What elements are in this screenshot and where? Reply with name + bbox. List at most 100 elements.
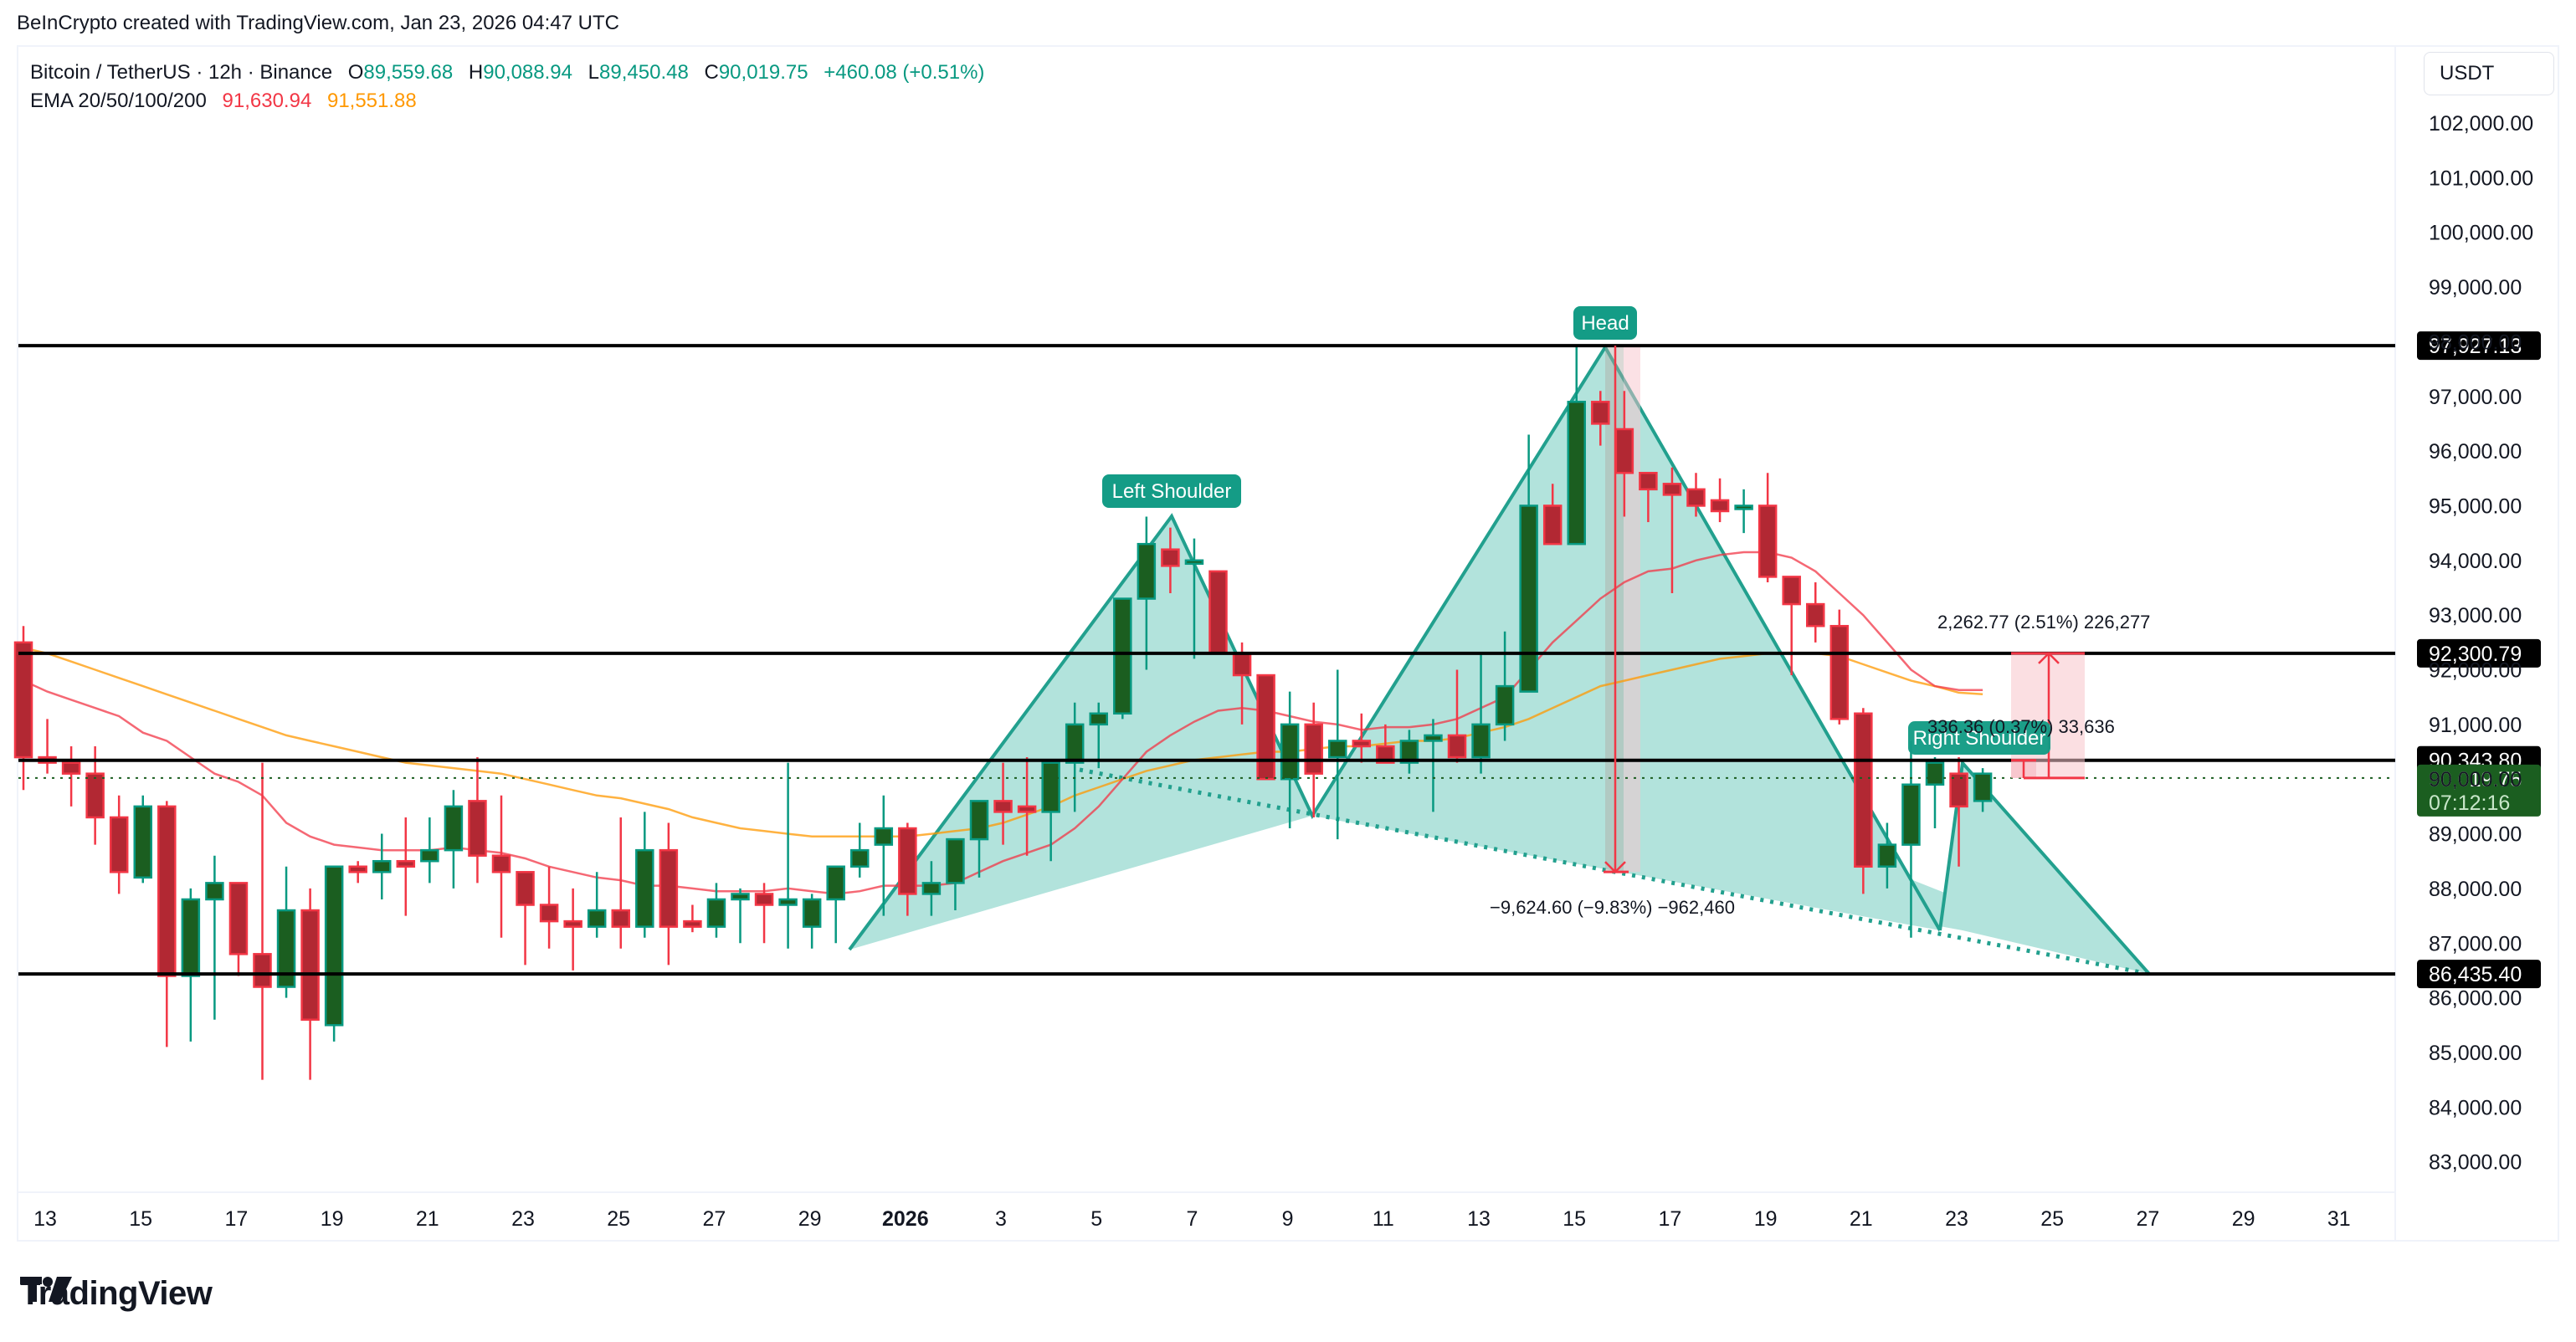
bearish-candle[interactable] [1782,576,1801,676]
bullish-candle[interactable] [802,894,822,949]
bullish-candle[interactable] [1041,761,1060,862]
bearish-candle[interactable] [563,888,582,971]
bullish-candle[interactable] [1519,434,1538,693]
bearish-candle[interactable] [683,904,702,933]
bearish-candle[interactable] [38,719,57,774]
bearish-candle[interactable] [491,795,511,938]
horizontal-levels[interactable]: 97,927.1392,300.7990,343.8086,435.4090,0… [18,331,2541,989]
time-axis[interactable]: 13 15 17 19 21 23 25 27 29 2026 3 5 7 9 11 13 15 17 19 21 23… [33,1207,2351,1231]
bearish-candle[interactable] [1161,527,1180,594]
bearish-candle[interactable] [1542,484,1563,546]
bearish-candle[interactable] [611,817,630,949]
price-tick: 85,000.00 [2429,1042,2522,1065]
measurement-tools[interactable]: −9,624.60 (−9.83%) −962,460 2,262.77 (2.5… [1490,346,2150,918]
currency-button[interactable]: USDT [2424,52,2554,95]
bullish-candle[interactable] [1471,653,1491,774]
bullish-candle[interactable] [1925,757,1945,829]
bullish-candle[interactable] [587,872,607,938]
time-tick: 23 [511,1207,535,1231]
bullish-candle[interactable] [946,837,965,911]
bullish-candle[interactable] [372,833,392,899]
bearish-candle[interactable] [659,822,679,966]
time-tick: 17 [1658,1207,1681,1231]
bullish-candle[interactable] [1328,669,1347,840]
bullish-candle[interactable] [1973,768,1993,812]
bearish-candle[interactable] [348,861,367,884]
bearish-candle[interactable] [109,795,129,894]
bearish-candle[interactable] [1591,391,1610,446]
bullish-candle[interactable] [1089,702,1108,769]
bullish-candle[interactable] [181,888,201,1042]
bearish-candle[interactable] [993,762,1013,845]
bullish-candle[interactable] [444,790,464,889]
bearish-candle[interactable] [253,762,272,1080]
pattern-outline[interactable] [848,344,1942,951]
bullish-candle[interactable] [826,865,845,944]
bearish-candle[interactable] [1376,724,1395,764]
last-price-tag [2417,764,2541,817]
bearish-candle[interactable] [1447,669,1467,763]
bearish-candle[interactable] [396,817,416,916]
bearish-candle[interactable] [754,883,774,944]
bearish-candle[interactable] [1949,757,1968,867]
time-tick: 21 [416,1207,439,1231]
bearish-candle[interactable] [1854,708,1873,894]
bullish-candle[interactable] [921,861,942,916]
bearish-candle[interactable] [1806,581,1825,643]
bullish-candle[interactable] [205,855,224,1020]
bearish-candle[interactable] [157,801,177,1047]
symbol-title[interactable]: Bitcoin / TetherUS · 12h · Binance [30,61,333,84]
candlesticks[interactable] [13,346,1993,1080]
bullish-candle[interactable] [1877,822,1897,889]
bearish-candle[interactable] [13,626,33,791]
bullish-candle[interactable] [1495,631,1515,741]
bullish-candle[interactable] [1567,346,1586,546]
bearish-candle[interactable] [1662,467,1682,594]
head-and-shoulders-pattern[interactable] [848,344,2151,976]
ema-label[interactable]: EMA 20/50/100/200 [30,90,207,112]
tradingview-logo[interactable]: TradingView [20,1275,213,1313]
time-tick: 21 [1850,1207,1873,1231]
bullish-candle[interactable] [1065,702,1085,812]
bearish-candle[interactable] [1710,478,1730,523]
bullish-candle[interactable] [1399,730,1419,774]
bearish-candle[interactable] [85,745,105,845]
bearish-candle[interactable] [516,871,535,966]
bullish-candle[interactable] [324,865,344,1042]
bearish-candle[interactable] [1829,609,1850,725]
bearish-candle[interactable] [898,822,917,916]
bullish-candle[interactable] [969,800,989,878]
bullish-candle[interactable] [1901,740,1921,938]
bearish-candle[interactable] [228,882,249,976]
bearish-candle[interactable] [1639,471,1658,523]
bearish-candle[interactable] [1758,473,1778,582]
ohlc-row: Bitcoin / TetherUS · 12h · Binance O89,5… [30,59,984,87]
bearish-candle[interactable] [1208,570,1228,655]
bullish-candle[interactable] [635,812,654,938]
bullish-candle[interactable] [133,795,152,884]
time-tick: 23 [1945,1207,1968,1231]
bullish-candle[interactable] [1424,719,1443,812]
bearish-candle[interactable] [539,866,559,949]
bearish-candle[interactable] [1352,713,1372,763]
bullish-candle[interactable] [706,883,726,938]
rise-measure-label: 2,262.77 (2.51%) 226,277 [1937,612,2150,633]
bearish-candle[interactable] [61,745,81,807]
bearish-candle[interactable] [1686,473,1706,517]
bearish-candle[interactable] [1256,674,1275,781]
bullish-candle[interactable] [778,762,798,949]
bullish-candle[interactable] [1137,516,1157,670]
bearish-candle[interactable] [1017,757,1037,856]
bullish-candle[interactable] [1184,538,1204,659]
bullish-candle[interactable] [731,888,750,944]
bullish-candle[interactable] [1113,597,1132,720]
bullish-candle[interactable] [420,817,439,884]
bearish-candle[interactable] [300,888,320,1080]
bullish-candle[interactable] [850,822,870,878]
bearish-candle[interactable] [468,757,487,884]
bullish-candle[interactable] [1734,489,1753,534]
bullish-candle[interactable] [874,795,894,916]
price-axis[interactable]: 102,000.00 101,000.00 100,000.00 99,000.00 9… [2429,112,2533,1175]
bullish-candle[interactable] [276,866,296,998]
